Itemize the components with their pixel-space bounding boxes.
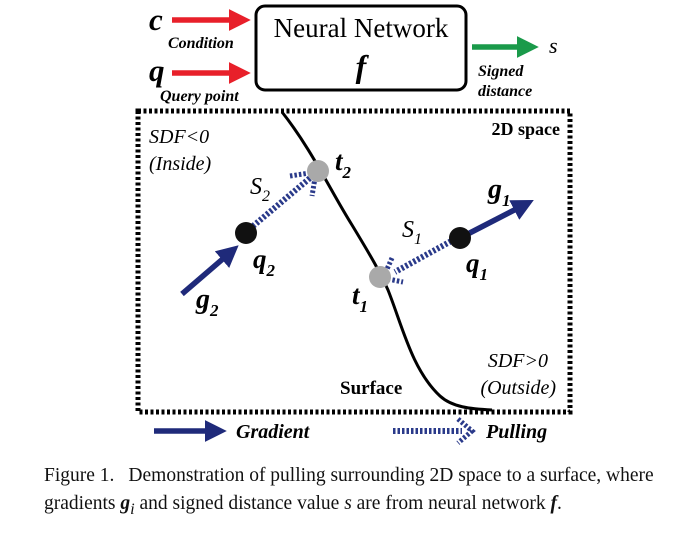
label-g1: g1 [487, 174, 511, 210]
outside-line-1: SDF>0 [488, 350, 548, 372]
caption-text-a: Demonstration of pulling surrounding 2D … [44, 465, 654, 514]
pulling-arrow-1 [379, 236, 457, 285]
label-s2: S2 [250, 174, 270, 205]
output-label-2: distance [478, 83, 532, 100]
legend-pulling-arrow [393, 417, 476, 445]
label-t2: t2 [335, 146, 352, 182]
label-q2: q2 [253, 244, 276, 280]
condition-label: Condition [168, 35, 234, 52]
network-symbol: f [356, 48, 370, 84]
pulling-arrow-2 [244, 169, 320, 235]
caption-label: Figure 1. [44, 465, 115, 486]
label-q1: q1 [466, 248, 488, 284]
query-point-q1 [449, 227, 471, 249]
legend-gradient-label: Gradient [236, 421, 311, 443]
caption-text-b: and signed distance value [139, 493, 340, 514]
caption-s-symbol: s [344, 493, 352, 514]
gradient-arrow-g1 [458, 199, 534, 241]
gradient-arrow-g2 [180, 245, 239, 297]
space-title: 2D space [492, 119, 561, 139]
target-point-t1 [369, 266, 391, 288]
surface-label: Surface [340, 378, 402, 399]
query-point-q2 [235, 222, 257, 244]
target-point-t2 [307, 160, 329, 182]
condition-symbol: c [149, 2, 163, 37]
caption-text-c: are from neural network [356, 493, 546, 514]
output-label-1: Signed [478, 63, 524, 80]
space-frame [135, 108, 573, 415]
caption-text-d: . [557, 493, 562, 514]
network-title: Neural Network [274, 13, 449, 43]
caption-f-symbol: f [550, 493, 558, 514]
output-symbol: s [549, 33, 558, 58]
caption-g-symbol: g [120, 493, 131, 514]
figure-caption: Figure 1. Demonstration of pulling surrou… [44, 462, 669, 523]
label-g2: g2 [195, 284, 219, 320]
inside-line-1: SDF<0 [149, 126, 209, 148]
legend-pulling-label: Pulling [485, 421, 547, 443]
outside-line-2: (Outside) [480, 377, 556, 399]
caption-g-sub: i [130, 499, 135, 518]
inside-line-2: (Inside) [149, 153, 212, 175]
figure-diagram: Neural Network f c Condition q Query poi… [135, 2, 573, 445]
label-t1: t1 [352, 280, 368, 316]
label-s1: S1 [402, 217, 422, 248]
query-label: Query point [160, 88, 239, 105]
surface-curve [280, 111, 493, 412]
neural-network-box [254, 4, 468, 92]
query-symbol: q [149, 53, 165, 88]
